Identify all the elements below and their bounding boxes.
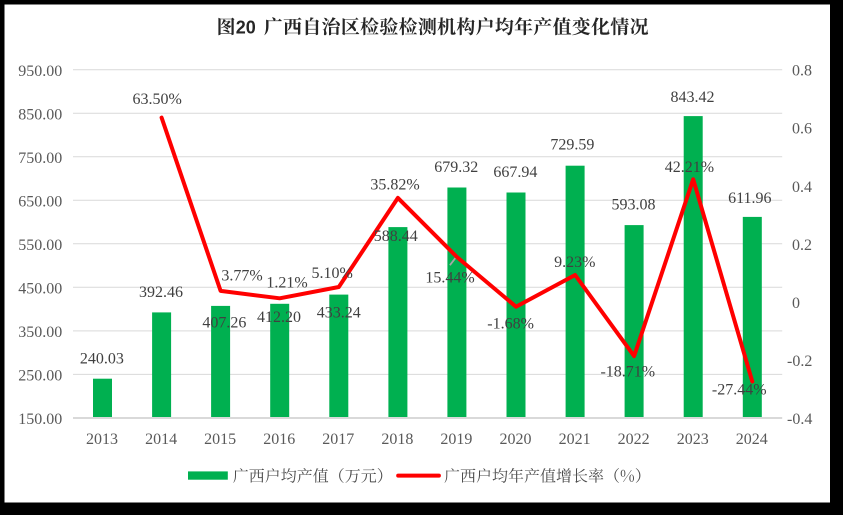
svg-text:593.08: 593.08 <box>612 197 656 214</box>
svg-text:250.00: 250.00 <box>18 368 62 385</box>
svg-text:9.23%: 9.23% <box>554 254 595 271</box>
svg-text:-1.68%: -1.68% <box>487 315 534 332</box>
svg-text:35.82%: 35.82% <box>370 176 419 193</box>
svg-text:2023: 2023 <box>677 431 709 448</box>
svg-text:-18.71%: -18.71% <box>600 363 655 380</box>
svg-text:850.00: 850.00 <box>18 107 62 124</box>
svg-text:2020: 2020 <box>500 431 532 448</box>
svg-text:3.77%: 3.77% <box>221 267 262 284</box>
svg-text:2016: 2016 <box>263 431 295 448</box>
svg-text:2024: 2024 <box>736 431 768 448</box>
svg-text:433.24: 433.24 <box>317 305 361 322</box>
svg-text:667.94: 667.94 <box>493 164 537 181</box>
svg-text:1.21%: 1.21% <box>266 274 307 291</box>
svg-text:2021: 2021 <box>559 431 591 448</box>
svg-text:20: 20 <box>236 18 256 38</box>
svg-text:2013: 2013 <box>86 431 118 448</box>
svg-text:42.21%: 42.21% <box>665 159 714 176</box>
svg-text:63.50%: 63.50% <box>133 91 182 108</box>
svg-text:-0.4: -0.4 <box>787 411 812 428</box>
svg-text:0.6: 0.6 <box>792 121 812 138</box>
svg-text:2017: 2017 <box>322 431 354 448</box>
svg-text:5.10%: 5.10% <box>312 265 353 282</box>
svg-text:350.00: 350.00 <box>18 324 62 341</box>
svg-text:611.96: 611.96 <box>728 190 771 207</box>
svg-text:2015: 2015 <box>204 431 236 448</box>
svg-text:843.42: 843.42 <box>671 89 715 106</box>
svg-text:412.20: 412.20 <box>257 309 301 326</box>
svg-text:392.46: 392.46 <box>139 284 183 301</box>
svg-text:588.44: 588.44 <box>374 228 418 245</box>
svg-text:240.03: 240.03 <box>80 350 124 367</box>
svg-text:0.8: 0.8 <box>792 63 812 80</box>
svg-text:150.00: 150.00 <box>18 411 62 428</box>
svg-text:0.2: 0.2 <box>792 237 812 254</box>
svg-text:750.00: 750.00 <box>18 150 62 167</box>
svg-text:2019: 2019 <box>440 431 472 448</box>
svg-text:729.59: 729.59 <box>550 136 594 153</box>
svg-text:0.4: 0.4 <box>792 179 812 196</box>
svg-text:-0.2: -0.2 <box>787 353 812 370</box>
svg-text:15.44%: 15.44% <box>425 270 474 287</box>
svg-text:2018: 2018 <box>381 431 413 448</box>
svg-text:950.00: 950.00 <box>18 63 62 80</box>
svg-text:650.00: 650.00 <box>18 194 62 211</box>
svg-text:2022: 2022 <box>618 431 650 448</box>
svg-text:550.00: 550.00 <box>18 237 62 254</box>
svg-text:450.00: 450.00 <box>18 281 62 298</box>
svg-text:-27.44%: -27.44% <box>712 382 767 399</box>
svg-text:407.26: 407.26 <box>202 315 246 332</box>
svg-text:0: 0 <box>792 295 800 312</box>
svg-text:679.32: 679.32 <box>434 159 478 176</box>
svg-text:2014: 2014 <box>145 431 177 448</box>
